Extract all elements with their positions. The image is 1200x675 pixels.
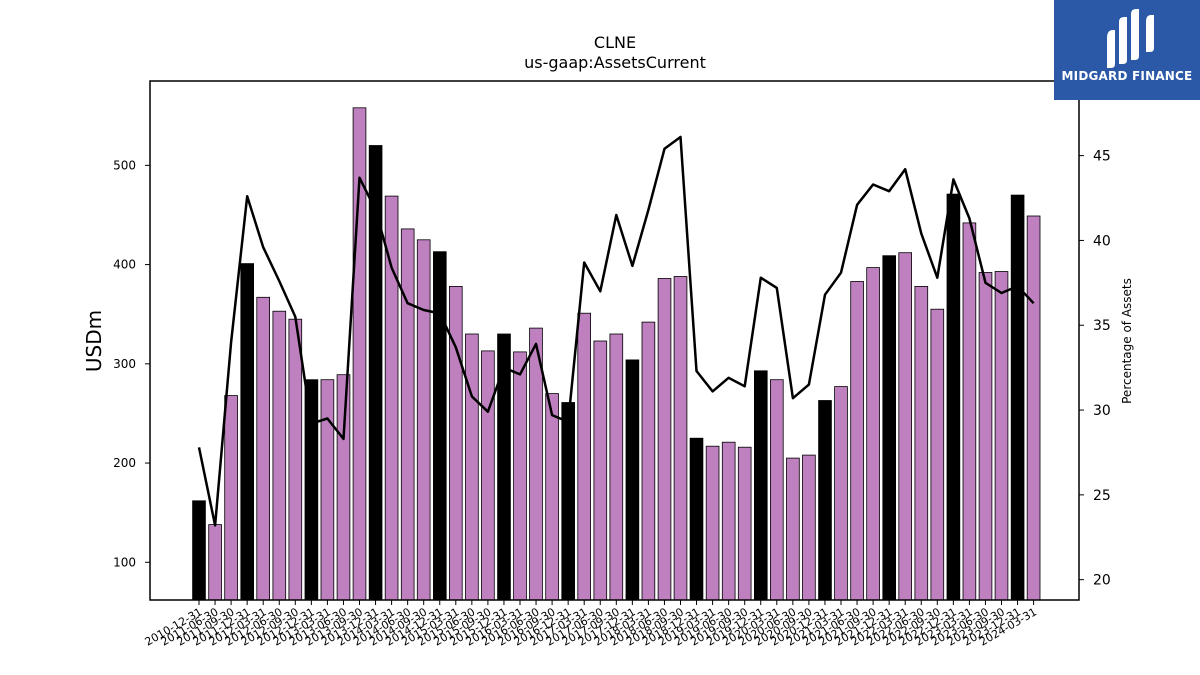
bar — [914, 285, 929, 601]
bar — [593, 340, 608, 601]
bar — [497, 333, 511, 601]
bar — [256, 296, 270, 601]
bar — [834, 386, 848, 601]
y2-tick-label: 30 — [1093, 403, 1111, 419]
bar — [400, 228, 415, 601]
bar — [882, 255, 896, 601]
bar — [689, 437, 704, 601]
bar — [481, 350, 495, 601]
bar — [465, 333, 479, 601]
bar — [930, 308, 945, 601]
bar — [561, 402, 575, 601]
midgard-finance-logo: MIDGARD FINANCE — [1054, 0, 1200, 100]
bar — [545, 393, 559, 601]
bar — [786, 457, 800, 601]
bar — [770, 379, 784, 601]
bar — [946, 193, 961, 601]
y2-tick-label: 20 — [1093, 573, 1111, 589]
y-axis-ticks: 100 200 300 400 500 — [113, 158, 150, 569]
y-tick-label: 500 — [113, 158, 136, 172]
bar — [721, 441, 736, 601]
bar — [1010, 194, 1025, 601]
percentage-line — [197, 135, 1035, 527]
bar — [336, 374, 351, 601]
bar — [288, 318, 303, 601]
bar — [994, 271, 1009, 601]
bar — [304, 379, 319, 601]
bar — [416, 239, 431, 601]
bar — [272, 310, 287, 601]
bar — [1026, 215, 1041, 601]
bar — [705, 445, 720, 601]
bar — [754, 370, 768, 601]
y2-tick-label: 35 — [1093, 318, 1111, 334]
bar — [866, 267, 880, 601]
y2-axis-label: Percentage of Assets — [1120, 278, 1134, 404]
bars-group — [192, 107, 1041, 601]
x-axis-ticks: 2010-12-312011-06-302011-09-302011-12-31… — [143, 600, 1039, 649]
chart-subtitle: us-gaap:AssetsCurrent — [524, 53, 706, 72]
bar — [978, 272, 993, 601]
y-tick-label: 200 — [113, 456, 136, 470]
bar — [208, 524, 222, 601]
bar — [224, 395, 238, 601]
bar — [625, 359, 640, 601]
bar — [320, 379, 335, 601]
bar — [962, 222, 977, 601]
bar — [657, 278, 672, 601]
plot-frame — [149, 80, 1080, 601]
y-axis-label: USDm — [82, 310, 106, 372]
y-tick-label: 100 — [113, 555, 136, 569]
bar — [513, 351, 527, 601]
chart-title: CLNE — [594, 33, 636, 52]
bar — [673, 276, 688, 601]
bar — [240, 263, 255, 601]
bar — [448, 285, 463, 601]
logo-text: MIDGARD FINANCE — [1061, 69, 1193, 83]
bar — [898, 252, 912, 601]
bar — [737, 446, 752, 601]
bar — [641, 321, 656, 601]
y2-tick-label: 25 — [1093, 488, 1111, 504]
bar — [384, 195, 399, 601]
bar — [802, 454, 816, 601]
y-tick-label: 400 — [113, 258, 136, 272]
bar — [577, 312, 591, 601]
bar — [818, 400, 832, 601]
y2-axis-ticks: 20 25 30 35 40 45 — [1079, 149, 1111, 589]
bar — [432, 251, 447, 601]
bar — [609, 333, 624, 601]
y2-tick-label: 40 — [1093, 233, 1111, 249]
y2-tick-label: 45 — [1093, 149, 1111, 165]
bar — [192, 500, 206, 601]
bar — [850, 281, 864, 601]
y-tick-label: 300 — [113, 357, 136, 371]
logo-mark-icon — [1107, 9, 1154, 68]
